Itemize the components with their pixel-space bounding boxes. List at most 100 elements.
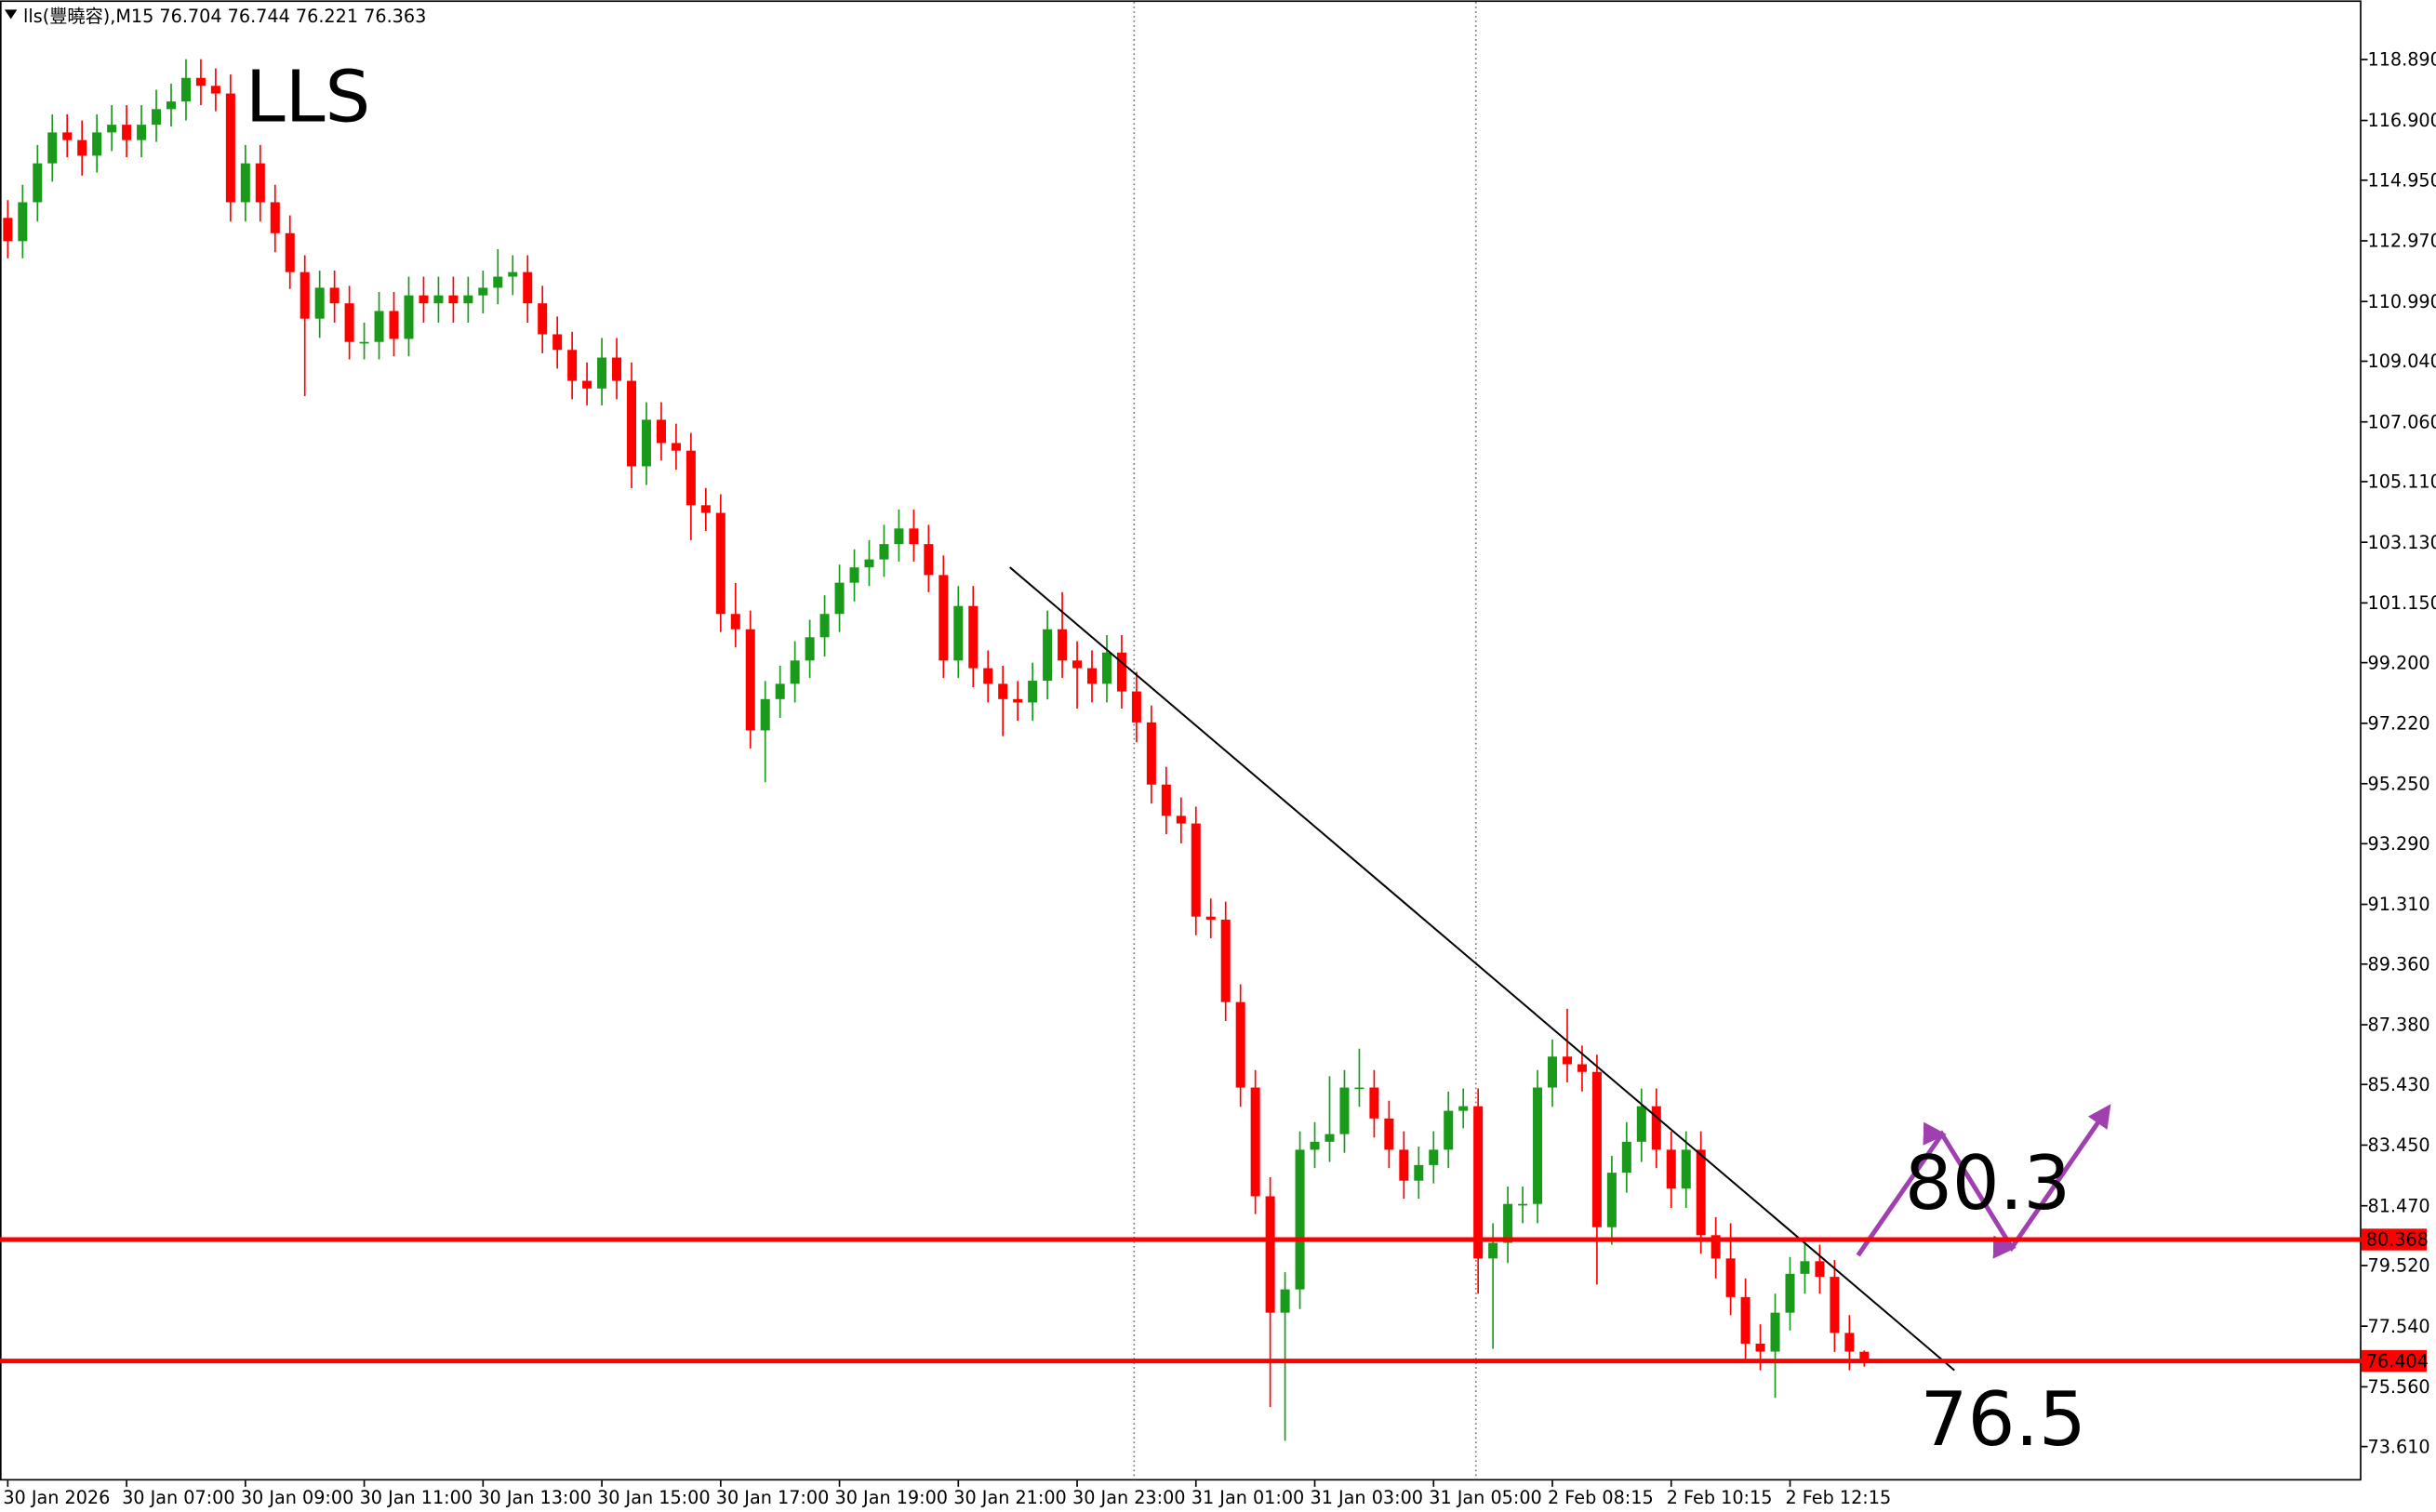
candle-body	[1235, 1001, 1245, 1088]
candle-body	[938, 575, 949, 661]
candle-body	[344, 303, 354, 342]
candle-body	[924, 544, 934, 576]
x-tick-label: 30 Jan 21:00	[953, 1487, 1066, 1508]
candle-body	[1606, 1173, 1617, 1227]
y-tick-label: 89.360	[2368, 953, 2430, 975]
candle-body	[1354, 1087, 1364, 1090]
candle-body	[1429, 1149, 1439, 1165]
candle-body	[448, 295, 459, 304]
ohlc-high: 76.744	[228, 6, 290, 27]
x-tick-label: 30 Jan 07:00	[122, 1487, 235, 1508]
y-tick-label: 79.520	[2368, 1255, 2430, 1277]
candle-body	[225, 93, 235, 203]
candle-body	[404, 295, 414, 339]
candle-body	[686, 450, 696, 506]
x-tick-label: 2 Feb 08:15	[1548, 1487, 1654, 1508]
x-tick-label: 30 Jan 23:00	[1072, 1487, 1186, 1508]
y-tick-label: 93.290	[2368, 833, 2430, 855]
candle-body	[1280, 1289, 1290, 1313]
y-tick-label: 114.950	[2368, 169, 2436, 191]
candle-body	[1295, 1149, 1305, 1290]
x-tick-label: 30 Jan 17:00	[716, 1487, 830, 1508]
candle-body	[1399, 1149, 1409, 1181]
candle-body	[1161, 784, 1171, 816]
symbol: lls(豐曉容),M15	[23, 6, 153, 27]
candle-body	[1384, 1118, 1394, 1150]
candle-body	[1503, 1203, 1513, 1243]
y-tick-label: 105.110	[2368, 471, 2436, 493]
candle-body	[760, 698, 770, 731]
candle-body	[389, 311, 399, 339]
candle-body	[1562, 1056, 1572, 1065]
candle-body	[1770, 1312, 1780, 1352]
candle-body	[1473, 1106, 1484, 1259]
candle-body	[805, 637, 815, 661]
candle-body	[1369, 1087, 1379, 1119]
y-tick-label: 103.130	[2368, 532, 2436, 553]
candle-body	[671, 443, 681, 451]
candle-body	[122, 125, 132, 140]
candle-body	[77, 139, 87, 156]
candle-body	[1518, 1203, 1528, 1206]
candle-body	[715, 512, 725, 615]
candle-body	[478, 287, 488, 296]
candle-body	[775, 683, 785, 699]
candle-body	[641, 419, 651, 467]
candle-body	[1339, 1087, 1350, 1134]
candle-body	[909, 528, 919, 545]
candle-body	[1666, 1149, 1676, 1189]
candle-body	[523, 272, 533, 304]
candle-body	[255, 163, 265, 203]
candle-body	[1651, 1106, 1661, 1150]
candle-body	[493, 276, 503, 288]
candle-body	[1058, 629, 1068, 661]
y-tick-label: 87.380	[2368, 1015, 2430, 1036]
candle-body	[1755, 1343, 1765, 1352]
candle-body	[968, 605, 978, 669]
x-tick-label: 30 Jan 2026	[3, 1487, 110, 1508]
annotation: 80.3	[1905, 1140, 2070, 1227]
candle-body	[1324, 1134, 1335, 1142]
candle-body	[33, 163, 43, 203]
x-tick-label: 30 Jan 09:00	[241, 1487, 354, 1508]
candle-body	[18, 202, 28, 242]
candle-body	[790, 660, 800, 684]
y-tick-label: 118.890	[2368, 49, 2436, 71]
x-tick-label: 31 Jan 01:00	[1191, 1487, 1305, 1508]
candle-body	[433, 295, 444, 304]
level-tag	[2361, 1349, 2427, 1373]
candle-body	[1205, 916, 1216, 921]
candle-body	[983, 668, 993, 684]
candle-body	[210, 86, 220, 94]
candle-body	[374, 311, 384, 342]
x-tick-label: 2 Feb 12:15	[1785, 1487, 1891, 1508]
candle-body	[834, 582, 845, 615]
candle-body	[1621, 1141, 1631, 1174]
annotation: 76.5	[1920, 1376, 2085, 1463]
level-label: 80.368	[2366, 1229, 2429, 1251]
candle-body	[1815, 1261, 1825, 1278]
y-tick-label: 109.040	[2368, 351, 2436, 372]
candle-body	[626, 380, 637, 467]
x-tick-label: 30 Jan 11:00	[360, 1487, 473, 1508]
candle-body	[285, 232, 295, 272]
candle-body	[1220, 920, 1231, 1002]
candle-body	[1250, 1087, 1260, 1197]
candle-body	[1844, 1333, 1855, 1352]
y-tick-label: 110.990	[2368, 291, 2436, 312]
candle-body	[1711, 1235, 1721, 1259]
x-tick-label: 2 Feb 10:15	[1667, 1487, 1773, 1508]
x-tick-label: 30 Jan 13:00	[478, 1487, 592, 1508]
y-tick-label: 107.060	[2368, 411, 2436, 432]
candle-body	[359, 341, 369, 344]
header: lls(豐曉容),M15 76.704 76.744 76.221 76.363	[5, 6, 426, 27]
candle-body	[1176, 816, 1186, 824]
candle-body	[1548, 1056, 1558, 1088]
candle-body	[314, 287, 325, 319]
y-tick-label: 97.220	[2368, 713, 2430, 735]
candle-body	[1086, 668, 1098, 684]
level-tag	[2361, 1228, 2427, 1251]
candle-body	[107, 125, 117, 133]
candle-body	[612, 357, 622, 381]
